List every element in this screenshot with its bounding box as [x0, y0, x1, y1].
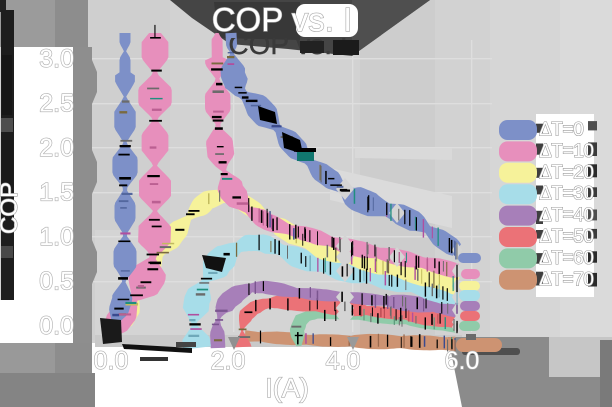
svg-text:ΔT=60: ΔT=60 — [539, 248, 594, 269]
svg-text:3.0: 3.0 — [39, 45, 74, 73]
svg-text:1.0: 1.0 — [39, 223, 74, 251]
svg-text:2.0: 2.0 — [211, 347, 246, 375]
svg-text:ΔT=50: ΔT=50 — [539, 227, 594, 248]
svg-text:2.0: 2.0 — [39, 134, 74, 162]
svg-text:COP: COP — [0, 182, 23, 234]
svg-text:ΔT=30: ΔT=30 — [539, 184, 594, 205]
svg-text:ΔT=20: ΔT=20 — [539, 162, 594, 183]
svg-text:0.0: 0.0 — [39, 312, 74, 340]
svg-text:COP vs. I: COP vs. I — [212, 1, 353, 38]
svg-text:ΔT=10: ΔT=10 — [539, 141, 594, 162]
svg-text:ΔT=0: ΔT=0 — [539, 120, 583, 141]
svg-text:0.5: 0.5 — [39, 268, 74, 296]
svg-text:ΔT=70: ΔT=70 — [539, 269, 594, 290]
svg-text:2.5: 2.5 — [39, 90, 74, 118]
svg-text:6.0: 6.0 — [445, 347, 480, 375]
svg-text:0.0: 0.0 — [94, 347, 129, 375]
svg-text:ΔT=40: ΔT=40 — [539, 205, 594, 226]
svg-text:1.5: 1.5 — [39, 179, 74, 207]
svg-text:4.0: 4.0 — [326, 347, 361, 375]
svg-text:I(A): I(A) — [265, 373, 309, 403]
